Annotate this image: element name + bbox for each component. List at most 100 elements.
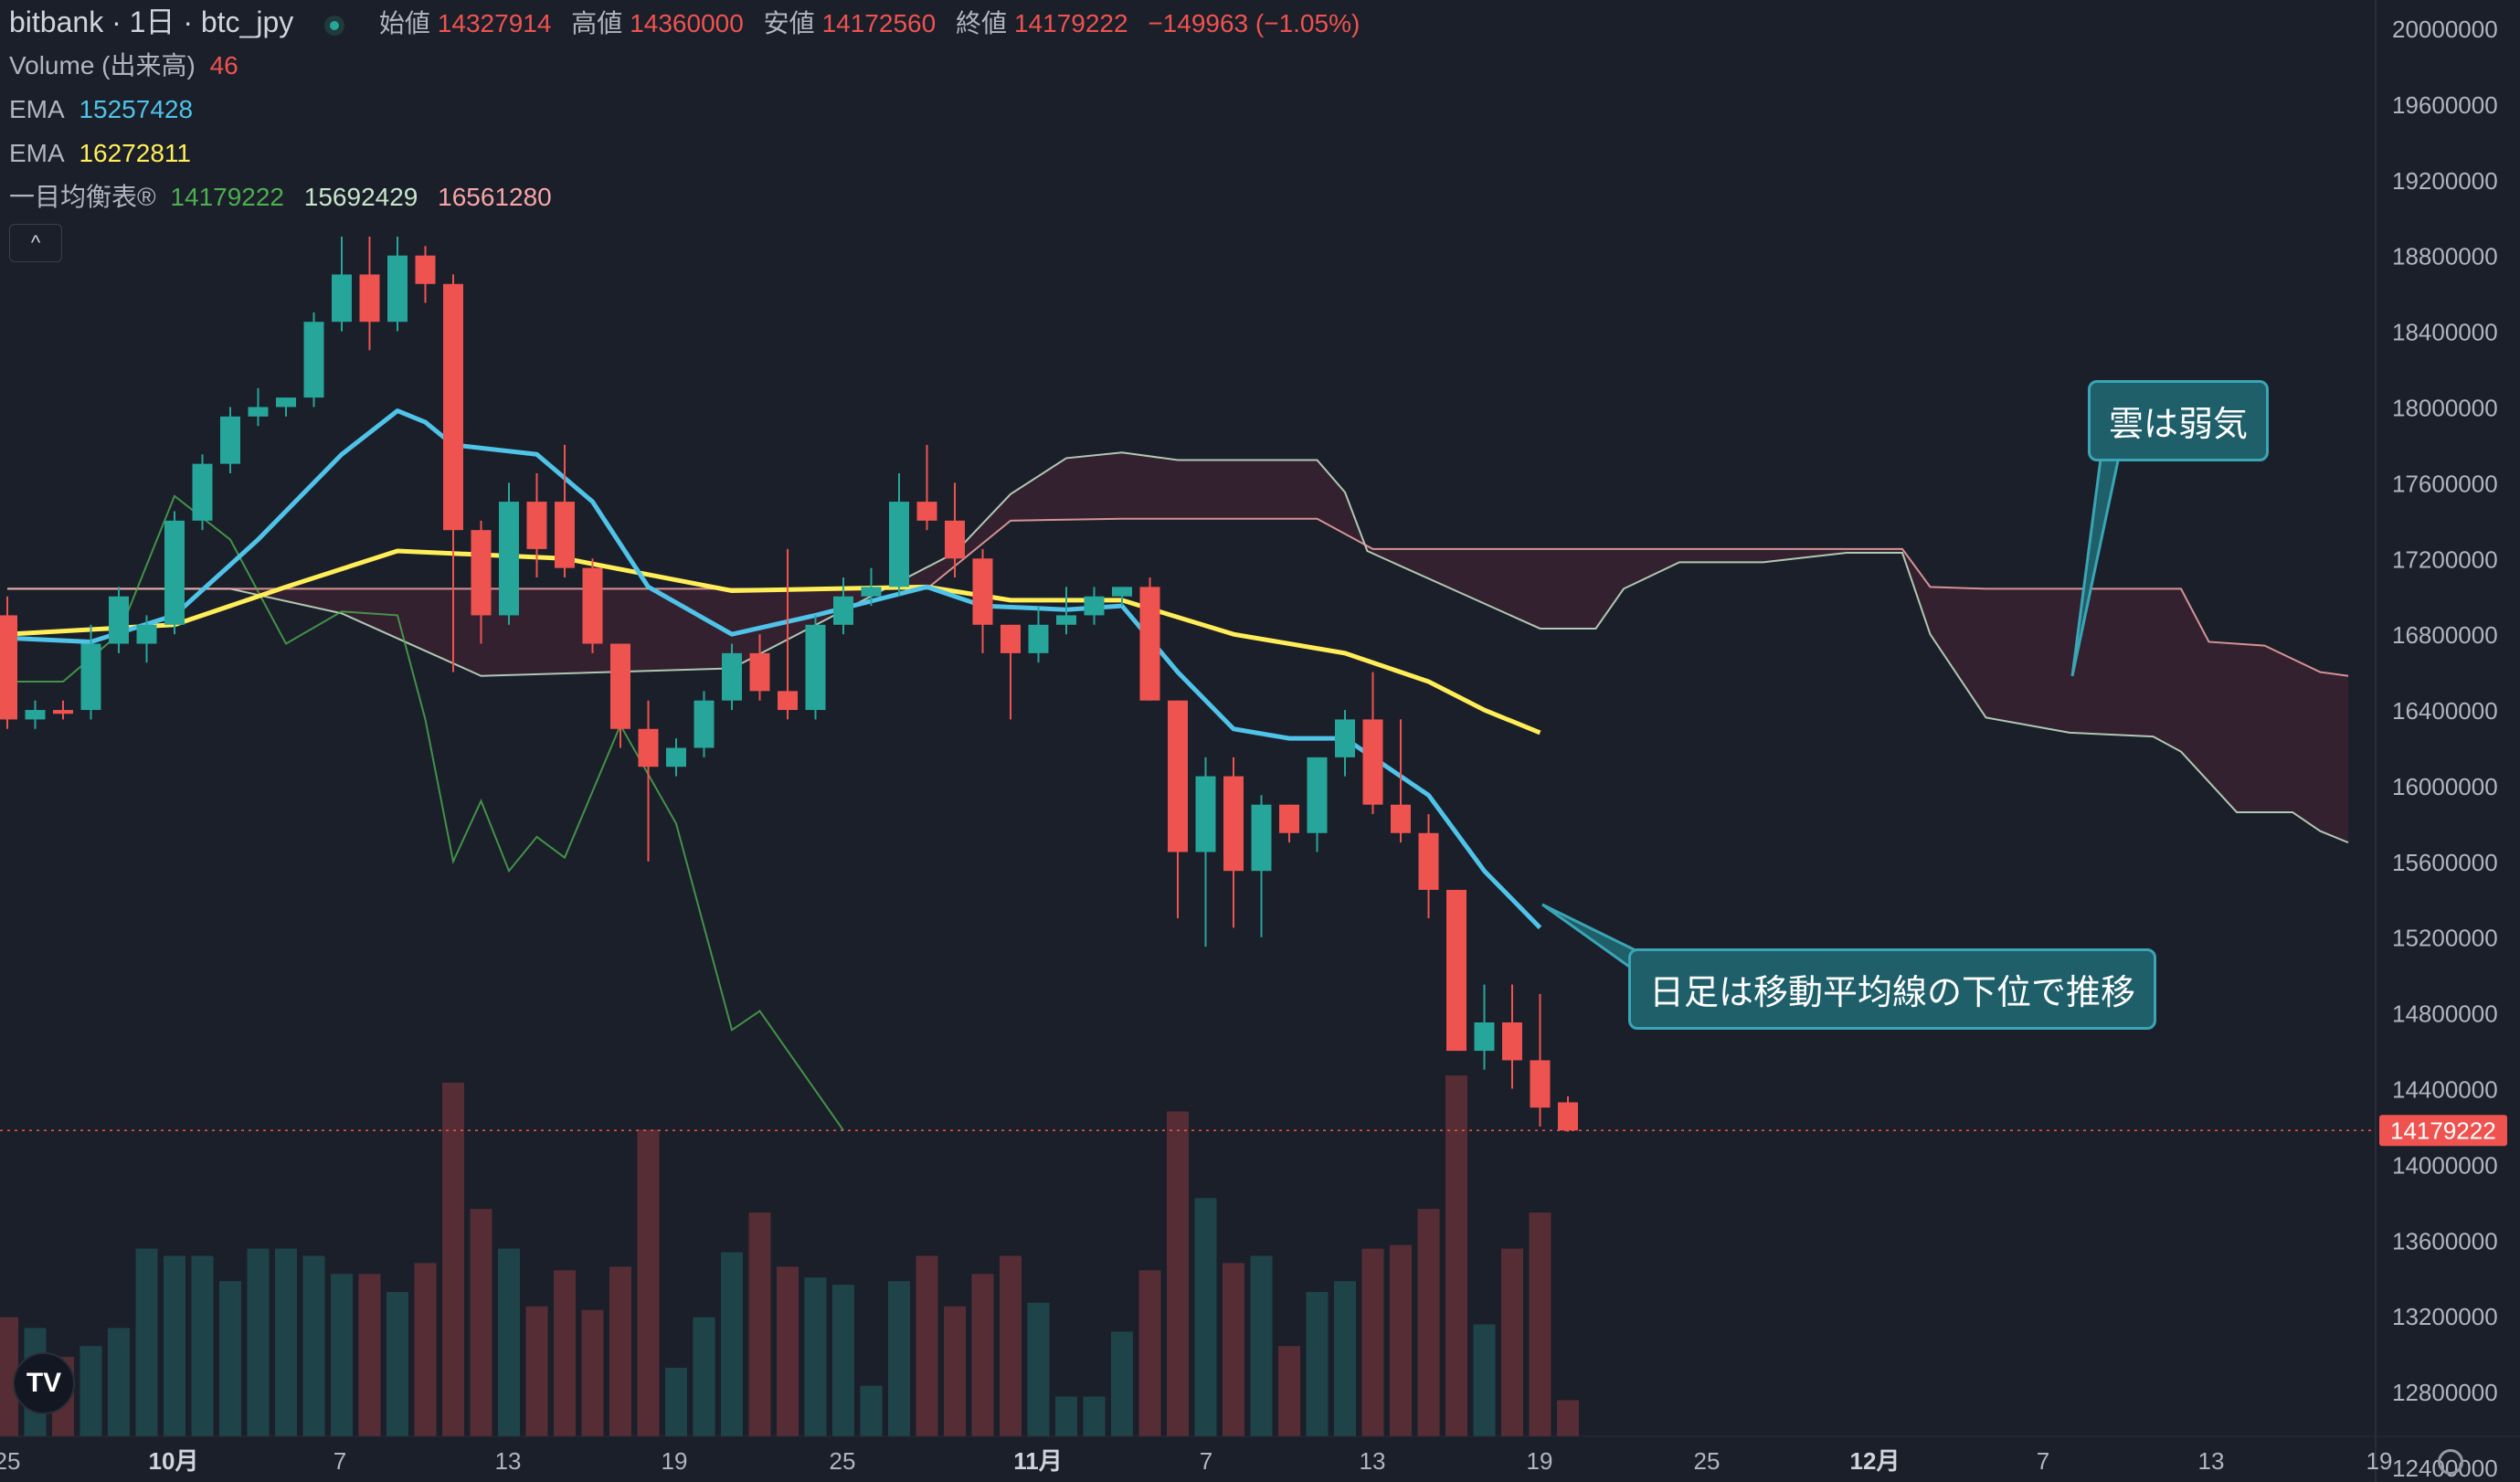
tradingview-logo-icon[interactable]: TV xyxy=(13,1352,75,1414)
candle xyxy=(1168,700,1188,919)
volume-bar xyxy=(79,1346,102,1436)
volume-bar xyxy=(164,1255,185,1436)
candle-body xyxy=(1530,1060,1551,1108)
candle-body xyxy=(1168,700,1188,852)
time-tick-label: 25 xyxy=(830,1447,856,1475)
candle-body xyxy=(499,502,519,616)
candle xyxy=(1530,993,1551,1127)
legend-ema-fast[interactable]: EMA 15257428 xyxy=(9,88,1372,132)
high-label: 高値 xyxy=(571,9,623,37)
candle xyxy=(945,482,965,577)
candle-body xyxy=(443,283,463,531)
price-tick-label: 14400000 xyxy=(2392,1076,2498,1104)
candle-body xyxy=(387,255,408,323)
volume-bars xyxy=(0,1075,1579,1436)
volume-bar xyxy=(1000,1255,1022,1436)
time-tick-label: 13 xyxy=(1360,1447,1386,1475)
market-status-icon xyxy=(324,15,345,36)
price-axis: 20000000 19600000 19200000 18800000 18400000… xyxy=(2375,0,2498,1482)
volume-bar xyxy=(1138,1270,1161,1436)
candle-body xyxy=(1112,587,1132,597)
candle-body xyxy=(916,502,937,521)
candle-body xyxy=(164,520,185,625)
time-tick-label: 25 xyxy=(0,1447,20,1475)
volume-bar xyxy=(1473,1324,1496,1436)
candle-body xyxy=(1335,719,1355,757)
candle xyxy=(1112,587,1132,607)
candle xyxy=(1335,710,1355,777)
volume-bar xyxy=(721,1252,743,1436)
volume-bar xyxy=(1445,1075,1467,1436)
candle xyxy=(248,387,269,427)
candle xyxy=(332,236,352,332)
candle-body xyxy=(805,624,826,711)
ichimoku-value-1: 14179222 xyxy=(170,183,284,211)
price-tick-label: 17200000 xyxy=(2392,545,2498,573)
candle-body xyxy=(1279,804,1299,833)
volume-bar xyxy=(916,1255,938,1436)
legend-volume[interactable]: Volume (出来高) 46 xyxy=(9,44,1372,88)
volume-bar xyxy=(358,1274,381,1436)
candle xyxy=(582,558,603,653)
volume-bar xyxy=(498,1248,520,1436)
candle xyxy=(889,473,909,597)
volume-bar xyxy=(1417,1209,1440,1436)
time-tick-label: 19 xyxy=(662,1447,688,1475)
candle xyxy=(1223,757,1244,928)
price-tick-label: 13200000 xyxy=(2392,1303,2498,1330)
symbol-title[interactable]: bitbank · 1日 · btc_jpy xyxy=(9,5,294,38)
candle-body xyxy=(359,274,380,323)
candle-body xyxy=(136,624,157,644)
volume-bar xyxy=(1529,1212,1551,1436)
time-axis: 25 10月 7 13 19 25 11月 7 13 19 25 12月 7 13 19 xyxy=(0,1435,2520,1475)
candle-body xyxy=(1391,804,1411,833)
time-tick-label: 7 xyxy=(1200,1447,1212,1475)
candle xyxy=(276,397,296,417)
legend-ichimoku[interactable]: 一目均衡表® 14179222 15692429 16561280 xyxy=(9,175,1372,219)
candle-body xyxy=(1307,757,1328,833)
candle-body xyxy=(0,615,17,720)
candle xyxy=(1195,757,1216,947)
volume-bar xyxy=(777,1266,799,1436)
candle-body xyxy=(638,728,659,767)
cloud-fill xyxy=(7,452,2348,843)
price-tick-label: 12800000 xyxy=(2392,1379,2498,1406)
ema-fast-line xyxy=(6,408,1542,930)
ema-slow-line xyxy=(6,548,1541,736)
candle xyxy=(1446,889,1466,1052)
candle xyxy=(499,482,519,625)
volume-bar xyxy=(414,1263,437,1436)
volume-bar xyxy=(1027,1302,1050,1436)
candle xyxy=(1084,587,1105,625)
price-tick-label: 18800000 xyxy=(2392,243,2498,270)
candle-body xyxy=(666,747,686,767)
time-tick-label: 19 xyxy=(1527,1447,1553,1475)
volume-bar xyxy=(1557,1400,1579,1436)
candle xyxy=(1056,587,1076,635)
settings-gear-icon[interactable] xyxy=(2438,1449,2463,1475)
candle-body xyxy=(833,596,853,625)
candle xyxy=(220,407,240,474)
volume-bar xyxy=(247,1248,270,1436)
candle-body xyxy=(889,502,909,588)
candle-body xyxy=(1362,719,1383,805)
time-tick-label: 13 xyxy=(2198,1447,2225,1475)
last-price: 14179222 xyxy=(0,1115,2507,1147)
legend-ema-slow[interactable]: EMA 16272811 xyxy=(9,132,1372,175)
collapse-legend-button[interactable]: ^ xyxy=(9,224,62,262)
volume-bar xyxy=(219,1281,241,1436)
candles xyxy=(0,236,1578,1132)
candle-body xyxy=(1418,832,1439,890)
price-tick-label: 18000000 xyxy=(2392,394,2498,421)
volume-bar xyxy=(135,1248,158,1436)
ichimoku-label: 一目均衡表® xyxy=(9,183,156,211)
candle-body xyxy=(192,463,213,521)
candle xyxy=(610,643,630,748)
ema-slow-value: 16272811 xyxy=(79,139,191,167)
legend: bitbank · 1日 · btc_jpy 始値 14327914 高値 1436… xyxy=(9,0,1372,219)
candle-body xyxy=(861,587,882,597)
candle xyxy=(25,700,46,729)
candle xyxy=(722,643,742,711)
volume-bar xyxy=(442,1082,464,1436)
